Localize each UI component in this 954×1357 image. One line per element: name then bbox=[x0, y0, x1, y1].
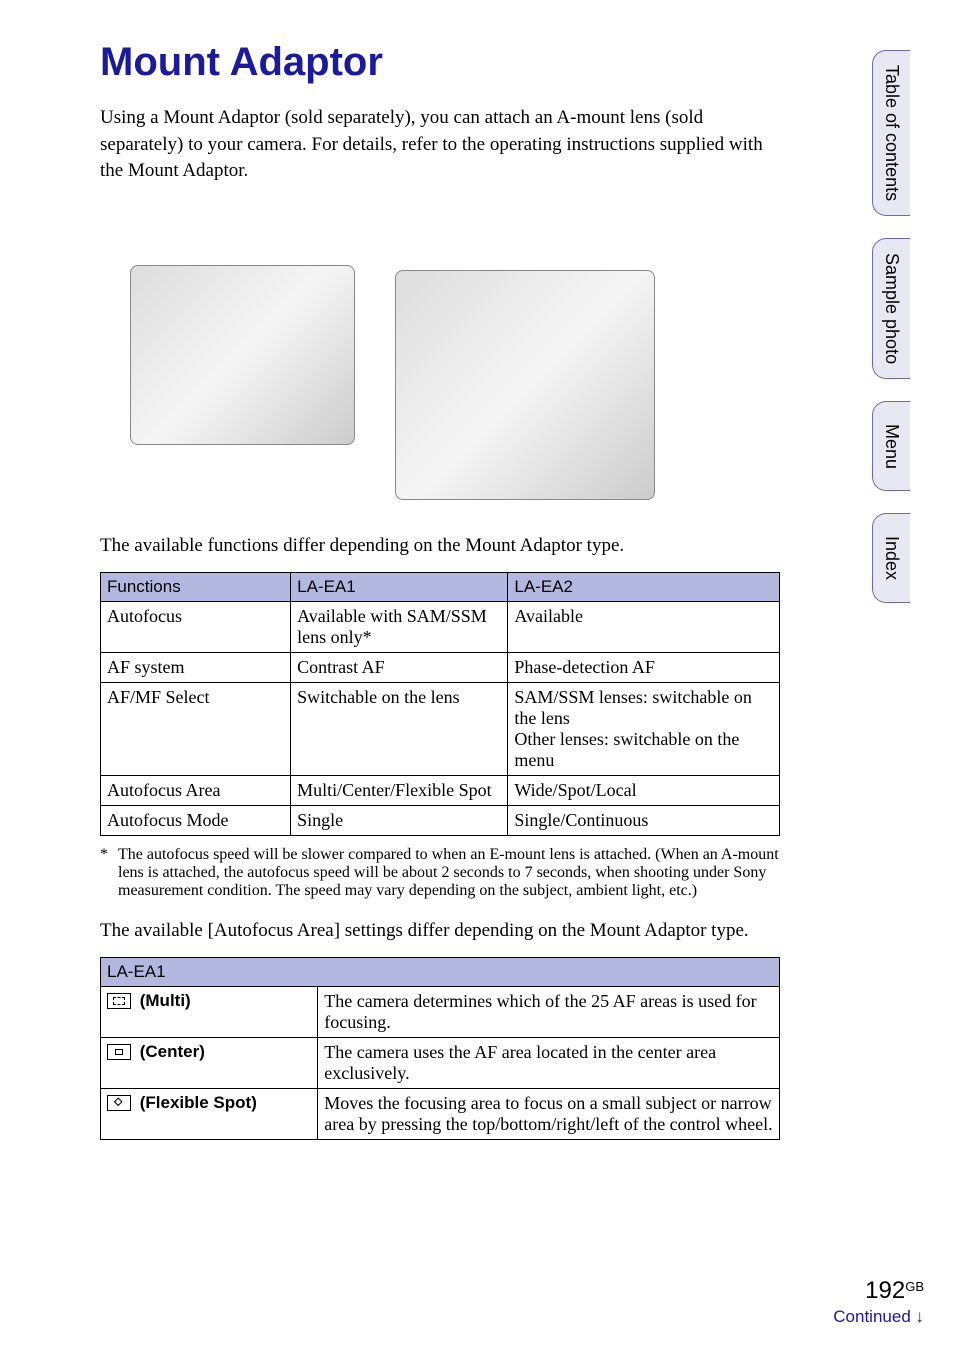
table-cell: SAM/SSM lenses: switchable on the lens O… bbox=[508, 682, 780, 775]
table-row: Autofocus Area Multi/Center/Flexible Spo… bbox=[101, 775, 780, 805]
tab-table-of-contents[interactable]: Table of contents bbox=[872, 50, 910, 216]
table-cell: AF/MF Select bbox=[101, 682, 291, 775]
settings-table: LA-EA1 (Multi) The camera determines whi… bbox=[100, 957, 780, 1140]
table-cell: Autofocus Area bbox=[101, 775, 291, 805]
table-header: Functions bbox=[101, 572, 291, 601]
tab-sample-photo[interactable]: Sample photo bbox=[872, 238, 910, 379]
page-suffix: GB bbox=[905, 1279, 924, 1294]
page-number-wrap: 192GB bbox=[833, 1277, 924, 1305]
table-cell: Available with SAM/SSM lens only* bbox=[291, 601, 508, 652]
table-row: AF/MF Select Switchable on the lens SAM/… bbox=[101, 682, 780, 775]
functions-table: Functions LA-EA1 LA-EA2 Autofocus Availa… bbox=[100, 572, 780, 836]
setting-description: The camera determines which of the 25 AF… bbox=[318, 986, 780, 1037]
page-number: 192 bbox=[865, 1277, 905, 1304]
sidebar-tabs: Table of contents Sample photo Menu Inde… bbox=[872, 50, 944, 625]
table-row: (Center) The camera uses the AF area loc… bbox=[101, 1037, 780, 1088]
continued-indicator: Continued ↓ bbox=[833, 1307, 924, 1327]
setting-text: (Center) bbox=[140, 1042, 205, 1061]
table-row: Autofocus Mode Single Single/Continuous bbox=[101, 805, 780, 835]
table-row: (Multi) The camera determines which of t… bbox=[101, 986, 780, 1037]
multi-af-icon bbox=[107, 993, 131, 1009]
page-title: Mount Adaptor bbox=[100, 40, 780, 85]
camera-adaptor-illustration-1 bbox=[130, 265, 355, 445]
setting-text: (Multi) bbox=[140, 991, 191, 1010]
table-cell: Switchable on the lens bbox=[291, 682, 508, 775]
table-header: LA-EA1 bbox=[291, 572, 508, 601]
table-cell: Autofocus Mode bbox=[101, 805, 291, 835]
table-cell: Multi/Center/Flexible Spot bbox=[291, 775, 508, 805]
camera-adaptor-illustration-2 bbox=[395, 270, 655, 500]
table-cell: Available bbox=[508, 601, 780, 652]
setting-label: (Center) bbox=[101, 1037, 318, 1088]
setting-label: (Flexible Spot) bbox=[101, 1088, 318, 1139]
table-cell: Phase-detection AF bbox=[508, 652, 780, 682]
setting-description: The camera uses the AF area located in t… bbox=[318, 1037, 780, 1088]
body-text-2: The available [Autofocus Area] settings … bbox=[100, 920, 780, 942]
body-text-1: The available functions differ depending… bbox=[100, 535, 780, 557]
table-header-row: LA-EA1 bbox=[101, 957, 780, 986]
intro-paragraph: Using a Mount Adaptor (sold separately),… bbox=[100, 105, 780, 185]
table-row: AF system Contrast AF Phase-detection AF bbox=[101, 652, 780, 682]
table-cell: Autofocus bbox=[101, 601, 291, 652]
footnote-text: The autofocus speed will be slower compa… bbox=[118, 846, 780, 900]
table-cell: Wide/Spot/Local bbox=[508, 775, 780, 805]
table-row: Autofocus Available with SAM/SSM lens on… bbox=[101, 601, 780, 652]
tab-index[interactable]: Index bbox=[872, 513, 910, 603]
footnote: * The autofocus speed will be slower com… bbox=[100, 846, 780, 900]
flexible-spot-icon bbox=[107, 1095, 131, 1111]
table-header: LA-EA2 bbox=[508, 572, 780, 601]
main-content: Mount Adaptor Using a Mount Adaptor (sol… bbox=[0, 0, 840, 1170]
setting-description: Moves the focusing area to focus on a sm… bbox=[318, 1088, 780, 1139]
page-footer: 192GB Continued ↓ bbox=[833, 1277, 924, 1327]
table-row: (Flexible Spot) Moves the focusing area … bbox=[101, 1088, 780, 1139]
table-header-row: Functions LA-EA1 LA-EA2 bbox=[101, 572, 780, 601]
center-af-icon bbox=[107, 1044, 131, 1060]
tab-menu[interactable]: Menu bbox=[872, 401, 910, 491]
table-cell: AF system bbox=[101, 652, 291, 682]
table-cell: Contrast AF bbox=[291, 652, 508, 682]
setting-text: (Flexible Spot) bbox=[140, 1093, 257, 1112]
table-header: LA-EA1 bbox=[101, 957, 780, 986]
table-cell: Single bbox=[291, 805, 508, 835]
setting-label: (Multi) bbox=[101, 986, 318, 1037]
table-cell: Single/Continuous bbox=[508, 805, 780, 835]
footnote-marker: * bbox=[100, 846, 118, 900]
illustration-area bbox=[130, 205, 780, 505]
